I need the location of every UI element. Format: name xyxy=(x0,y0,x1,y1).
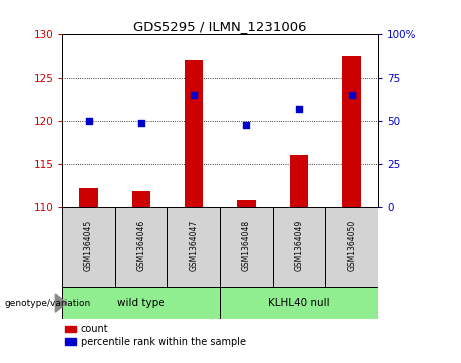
Bar xyxy=(65,326,76,332)
Point xyxy=(137,121,145,126)
Text: GSM1364049: GSM1364049 xyxy=(295,220,304,271)
Title: GDS5295 / ILMN_1231006: GDS5295 / ILMN_1231006 xyxy=(133,20,307,33)
Bar xyxy=(62,287,220,319)
Polygon shape xyxy=(55,294,67,312)
Point xyxy=(348,92,355,98)
Point xyxy=(243,122,250,128)
Bar xyxy=(290,155,308,207)
Text: wild type: wild type xyxy=(118,298,165,308)
Bar xyxy=(132,191,150,207)
Bar xyxy=(62,207,115,287)
Text: GSM1364048: GSM1364048 xyxy=(242,220,251,271)
Point xyxy=(296,107,303,113)
Bar xyxy=(167,207,220,287)
Text: KLHL40 null: KLHL40 null xyxy=(268,298,330,308)
Text: GSM1364047: GSM1364047 xyxy=(189,220,198,271)
Text: genotype/variation: genotype/variation xyxy=(5,299,91,307)
Bar xyxy=(325,207,378,287)
Bar xyxy=(184,60,203,207)
Bar xyxy=(220,287,378,319)
Point xyxy=(190,92,197,98)
Bar xyxy=(65,338,76,345)
Point xyxy=(85,118,92,123)
Text: GSM1364045: GSM1364045 xyxy=(84,220,93,271)
Bar xyxy=(237,200,256,207)
Bar xyxy=(343,56,361,207)
Text: GSM1364050: GSM1364050 xyxy=(347,220,356,271)
Text: GSM1364046: GSM1364046 xyxy=(136,220,146,271)
Text: count: count xyxy=(81,324,108,334)
Bar xyxy=(220,207,273,287)
Bar xyxy=(79,188,98,207)
Bar xyxy=(115,207,167,287)
Bar xyxy=(273,207,325,287)
Text: percentile rank within the sample: percentile rank within the sample xyxy=(81,337,246,347)
